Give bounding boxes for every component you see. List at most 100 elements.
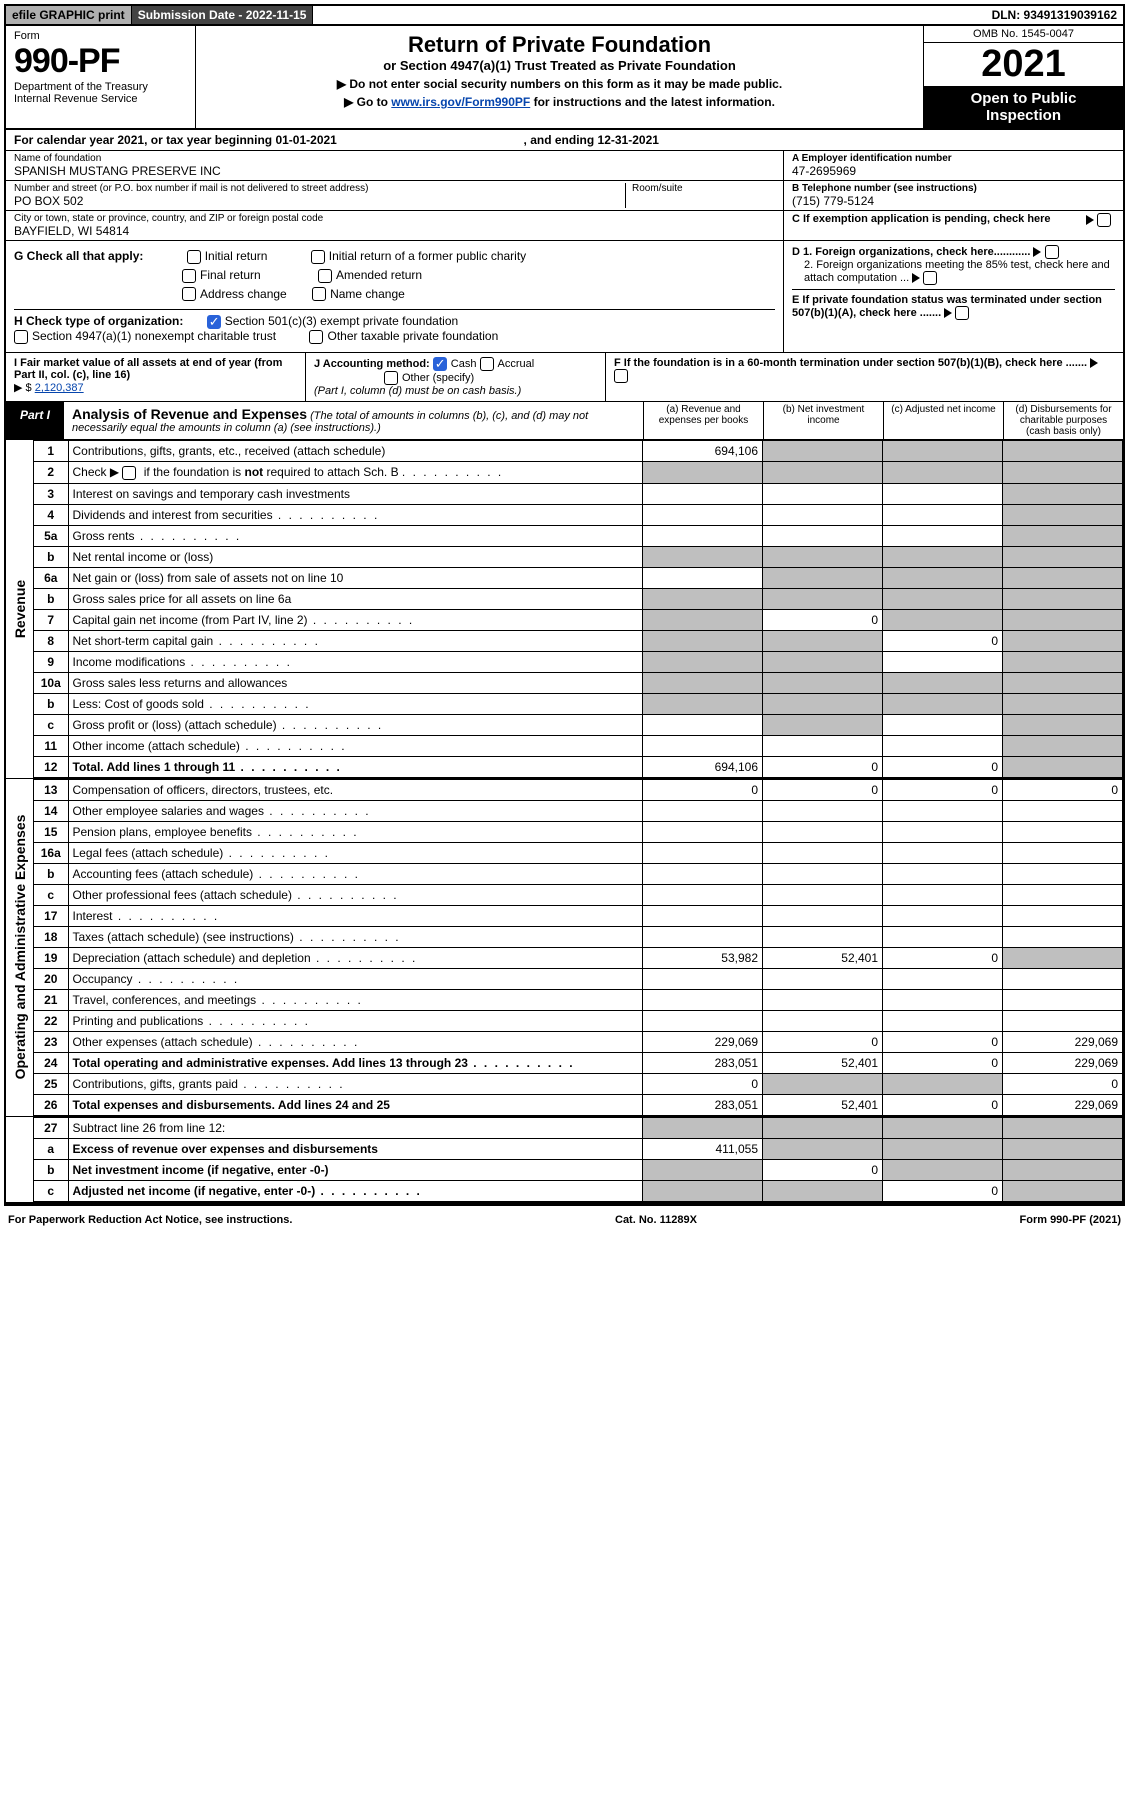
line-21: 21Travel, conferences, and meetings [34, 989, 1123, 1010]
other-method-checkbox[interactable] [384, 371, 398, 385]
g-opt-2: Address change [200, 287, 287, 301]
amended-return-checkbox[interactable] [318, 269, 332, 283]
g-opt-0: Initial return [205, 249, 268, 263]
initial-former-checkbox[interactable] [311, 250, 325, 264]
fmv-value[interactable]: 2,120,387 [35, 382, 84, 394]
g-row2: Final return Amended return [182, 268, 775, 283]
g-opt-4: Amended return [336, 268, 422, 282]
ssn-warning: ▶ Do not enter social security numbers o… [206, 77, 913, 91]
501c3-checkbox[interactable] [207, 315, 221, 329]
irs-label: Internal Revenue Service [14, 93, 187, 105]
4947-checkbox[interactable] [14, 330, 28, 344]
expenses-table: 13Compensation of officers, directors, t… [34, 779, 1123, 1116]
line-9: 9Income modifications [34, 651, 1123, 672]
goto-note: ▶ Go to www.irs.gov/Form990PF for instru… [206, 95, 913, 109]
line-5a: 5aGross rents [34, 525, 1123, 546]
e-checkbox[interactable] [955, 306, 969, 320]
cal-mid: , and ending [524, 133, 598, 147]
d1-checkbox[interactable] [1045, 245, 1059, 259]
part1-title: Analysis of Revenue and Expenses [72, 406, 307, 422]
goto-pre: ▶ Go to [344, 95, 391, 109]
line27-body: 27Subtract line 26 from line 12: aExcess… [34, 1117, 1123, 1202]
j-label: J Accounting method: [314, 358, 430, 370]
line-16b: bAccounting fees (attach schedule) [34, 863, 1123, 884]
room-label: Room/suite [632, 183, 775, 194]
name-value: SPANISH MUSTANG PRESERVE INC [14, 164, 775, 178]
line-10c: cGross profit or (loss) (attach schedule… [34, 714, 1123, 735]
i-pre: ▶ $ [14, 382, 32, 394]
line-6a: 6aNet gain or (loss) from sale of assets… [34, 567, 1123, 588]
g-row: G Check all that apply: Initial return I… [14, 249, 775, 264]
pending-label: C If exemption application is pending, c… [792, 213, 1051, 225]
revenue-body: 1Contributions, gifts, grants, etc., rec… [34, 440, 1123, 778]
fmv-cell: I Fair market value of all assets at end… [6, 353, 306, 401]
cash-checkbox[interactable] [433, 357, 447, 371]
line-10a: 10aGross sales less returns and allowanc… [34, 672, 1123, 693]
tel-label: B Telephone number (see instructions) [792, 183, 1115, 194]
addr-value: PO BOX 502 [14, 194, 625, 208]
line-12: 12Total. Add lines 1 through 11694,10600 [34, 756, 1123, 777]
irs-link[interactable]: www.irs.gov/Form990PF [391, 95, 530, 109]
initial-return-checkbox[interactable] [187, 250, 201, 264]
f-label: F If the foundation is in a 60-month ter… [614, 357, 1087, 369]
final-return-checkbox[interactable] [182, 269, 196, 283]
tel-value: (715) 779-5124 [792, 194, 1115, 208]
address-cell: Number and street (or P.O. box number if… [14, 183, 625, 208]
col-d-hdr: (d) Disbursements for charitable purpose… [1003, 402, 1123, 439]
line-20: 20Occupancy [34, 968, 1123, 989]
form-number: 990-PF [14, 42, 187, 81]
line-27b: bNet investment income (if negative, ent… [34, 1159, 1123, 1180]
header-left: Form 990-PF Department of the Treasury I… [6, 26, 196, 128]
line-1: 1Contributions, gifts, grants, etc., rec… [34, 441, 1123, 462]
line-27: 27Subtract line 26 from line 12: [34, 1117, 1123, 1138]
f-cell: F If the foundation is in a 60-month ter… [606, 353, 1123, 401]
efile-label: efile GRAPHIC print [12, 8, 125, 22]
arrow-icon [1033, 247, 1041, 257]
name-change-checkbox[interactable] [312, 287, 326, 301]
part1-tag: Part I [6, 402, 64, 439]
j-other: Other (specify) [402, 372, 474, 384]
d2-checkbox[interactable] [923, 271, 937, 285]
ein-cell: A Employer identification number 47-2695… [784, 151, 1123, 181]
line-18: 18Taxes (attach schedule) (see instructi… [34, 926, 1123, 947]
line-27c: cAdjusted net income (if negative, enter… [34, 1180, 1123, 1201]
line-2: 2Check ▶ if the foundation is not requir… [34, 462, 1123, 484]
line-23: 23Other expenses (attach schedule)229,06… [34, 1031, 1123, 1052]
other-taxable-checkbox[interactable] [309, 330, 323, 344]
city-value: BAYFIELD, WI 54814 [14, 224, 775, 238]
cal-pre: For calendar year 2021, or tax year begi… [14, 133, 275, 147]
identity-left: Name of foundation SPANISH MUSTANG PRESE… [6, 151, 783, 240]
footer-right: Form 990-PF (2021) [1020, 1214, 1122, 1226]
pending-checkbox[interactable] [1097, 213, 1111, 227]
j-note: (Part I, column (d) must be on cash basi… [314, 385, 521, 397]
ein-label: A Employer identification number [792, 153, 1115, 164]
blank-label [6, 1117, 34, 1202]
form-word: Form [14, 30, 187, 42]
arrow-icon [912, 273, 920, 283]
line-27a: aExcess of revenue over expenses and dis… [34, 1138, 1123, 1159]
arrow-icon [1086, 215, 1094, 225]
address-change-checkbox[interactable] [182, 287, 196, 301]
g-opt-3: Initial return of a former public charit… [329, 249, 526, 263]
cal-end: 12-31-2021 [598, 133, 659, 147]
line-25: 25Contributions, gifts, grants paid00 [34, 1073, 1123, 1094]
open-public: Open to Public Inspection [924, 86, 1123, 128]
line-22: 22Printing and publications [34, 1010, 1123, 1031]
line27-section: 27Subtract line 26 from line 12: aExcess… [6, 1117, 1123, 1204]
d1-row: D 1. Foreign organizations, check here..… [792, 245, 1115, 259]
col-a-hdr: (a) Revenue and expenses per books [643, 402, 763, 439]
line-15: 15Pension plans, employee benefits [34, 821, 1123, 842]
line-14: 14Other employee salaries and wages [34, 800, 1123, 821]
arrow-icon [944, 308, 952, 318]
line-13: 13Compensation of officers, directors, t… [34, 779, 1123, 800]
f-checkbox[interactable] [614, 369, 628, 383]
name-label: Name of foundation [14, 153, 775, 164]
j-accr: Accrual [498, 358, 535, 370]
revenue-text: Revenue [12, 580, 28, 638]
line-3: 3Interest on savings and temporary cash … [34, 483, 1123, 504]
addr-label: Number and street (or P.O. box number if… [14, 183, 625, 194]
accrual-checkbox[interactable] [480, 357, 494, 371]
checks-left: G Check all that apply: Initial return I… [6, 241, 783, 352]
schb-checkbox[interactable] [122, 466, 136, 480]
line-16c: cOther professional fees (attach schedul… [34, 884, 1123, 905]
